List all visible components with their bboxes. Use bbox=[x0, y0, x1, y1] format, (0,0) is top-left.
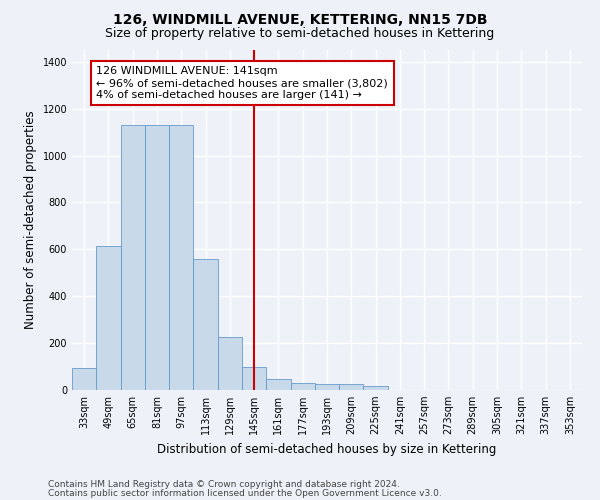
Text: Size of property relative to semi-detached houses in Kettering: Size of property relative to semi-detach… bbox=[106, 28, 494, 40]
Y-axis label: Number of semi-detached properties: Number of semi-detached properties bbox=[24, 110, 37, 330]
Bar bbox=[290, 383, 315, 390]
Bar bbox=[193, 258, 218, 390]
Text: 126, WINDMILL AVENUE, KETTERING, NN15 7DB: 126, WINDMILL AVENUE, KETTERING, NN15 7D… bbox=[113, 12, 487, 26]
Bar bbox=[169, 125, 193, 390]
Text: Contains public sector information licensed under the Open Government Licence v3: Contains public sector information licen… bbox=[48, 488, 442, 498]
Bar bbox=[121, 125, 145, 390]
Bar bbox=[315, 384, 339, 390]
Bar bbox=[364, 386, 388, 390]
X-axis label: Distribution of semi-detached houses by size in Kettering: Distribution of semi-detached houses by … bbox=[157, 442, 497, 456]
Bar bbox=[72, 368, 96, 390]
Bar bbox=[145, 125, 169, 390]
Bar bbox=[218, 337, 242, 390]
Bar bbox=[339, 384, 364, 390]
Bar bbox=[242, 366, 266, 390]
Text: Contains HM Land Registry data © Crown copyright and database right 2024.: Contains HM Land Registry data © Crown c… bbox=[48, 480, 400, 489]
Text: 126 WINDMILL AVENUE: 141sqm
← 96% of semi-detached houses are smaller (3,802)
4%: 126 WINDMILL AVENUE: 141sqm ← 96% of sem… bbox=[96, 66, 388, 100]
Bar bbox=[266, 378, 290, 390]
Bar bbox=[96, 246, 121, 390]
